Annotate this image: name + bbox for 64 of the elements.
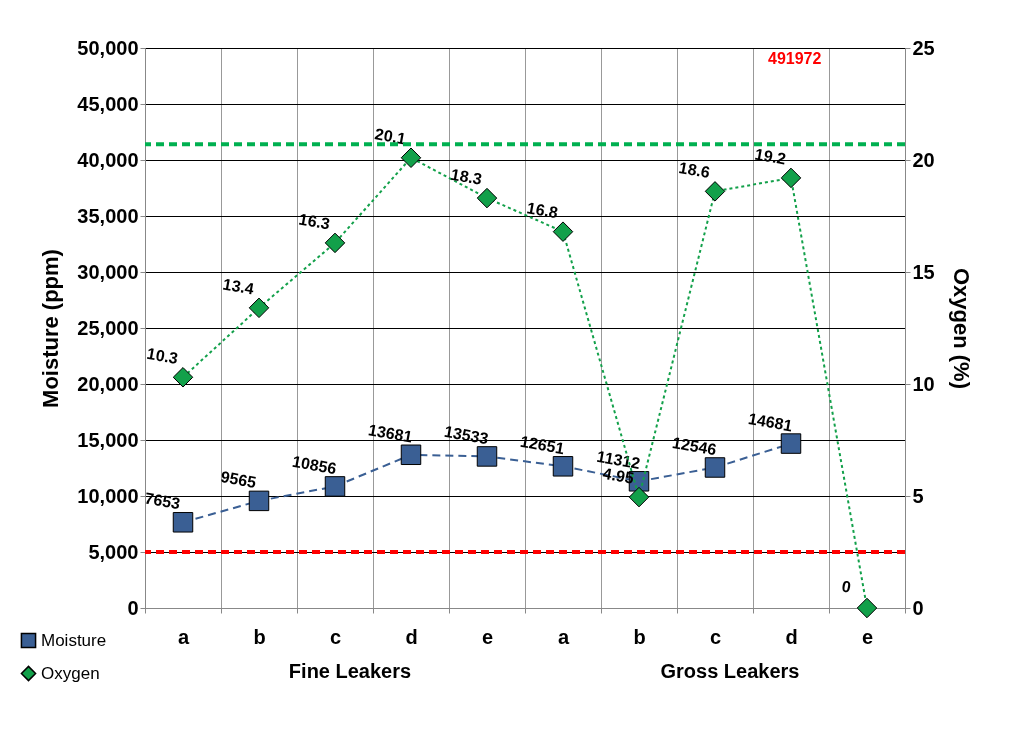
text: Fine Leakers bbox=[288, 660, 412, 683]
point bbox=[248, 490, 270, 512]
data-label: 12546 bbox=[671, 433, 718, 459]
x-tick-label: b bbox=[633, 625, 646, 648]
x-tick-label: c bbox=[329, 625, 342, 648]
y-tick-label: 45,000 bbox=[77, 92, 139, 115]
y-axis-title: Moisture (ppm) bbox=[38, 249, 64, 408]
point bbox=[172, 367, 194, 388]
x-tick-label: a bbox=[557, 625, 570, 648]
point bbox=[324, 476, 346, 497]
point bbox=[400, 147, 422, 169]
y2-tick-label: 20 bbox=[912, 148, 935, 171]
x-tick-label: e bbox=[481, 625, 494, 648]
data-label: 18.6 bbox=[677, 158, 712, 182]
y-tick-label: 25,000 bbox=[77, 316, 139, 339]
point bbox=[704, 457, 726, 478]
point bbox=[324, 232, 346, 254]
point bbox=[780, 167, 802, 189]
y2-tick-label: 0 bbox=[912, 596, 924, 619]
y2-tick-label: 10 bbox=[912, 372, 935, 395]
x-tick-label: c bbox=[709, 625, 722, 648]
y-tick-label: 50,000 bbox=[77, 36, 139, 59]
x-tick-label: b bbox=[253, 625, 266, 648]
point bbox=[400, 444, 422, 466]
y-tick-label: 0 bbox=[127, 596, 139, 619]
point bbox=[780, 433, 802, 454]
x-tick-label: d bbox=[785, 625, 798, 648]
data-label: 18.3 bbox=[449, 165, 484, 188]
point bbox=[552, 456, 574, 477]
point bbox=[172, 512, 194, 533]
y-tick-label: 35,000 bbox=[77, 204, 139, 227]
data-label: 20.1 bbox=[373, 125, 408, 148]
y-tick-label: 30,000 bbox=[77, 260, 139, 283]
point bbox=[248, 297, 270, 319]
legend-label: Moisture bbox=[41, 630, 107, 650]
y2-tick-label: 25 bbox=[912, 36, 935, 59]
y-tick-label: 5,000 bbox=[88, 540, 139, 563]
point bbox=[704, 181, 726, 202]
point bbox=[856, 597, 878, 619]
data-label: 0 bbox=[840, 577, 853, 596]
x-tick-label: a bbox=[177, 625, 190, 648]
y-tick-label: 20,000 bbox=[77, 372, 139, 395]
data-label: 13681 bbox=[367, 421, 414, 446]
legend-label: Oxygen bbox=[41, 663, 100, 683]
data-label: 9565 bbox=[219, 468, 258, 491]
data-label: 13.4 bbox=[221, 275, 256, 298]
y-tick-label: 15,000 bbox=[77, 428, 139, 451]
y2-tick-label: 15 bbox=[912, 260, 935, 283]
x-tick-label: d bbox=[405, 625, 418, 648]
point bbox=[476, 446, 498, 467]
point bbox=[552, 221, 574, 242]
text: Gross Leakers bbox=[660, 660, 800, 683]
y-tick-label: 10,000 bbox=[77, 484, 139, 507]
y2-axis-title: Oxygen (%) bbox=[948, 267, 974, 390]
point bbox=[628, 486, 650, 508]
y2-tick-label: 5 bbox=[912, 484, 924, 507]
annotation: 491972 bbox=[768, 50, 822, 68]
data-label: 10856 bbox=[291, 452, 338, 478]
data-label: 10.3 bbox=[145, 344, 180, 367]
y-tick-label: 40,000 bbox=[77, 148, 139, 171]
point bbox=[476, 187, 498, 209]
data-label: 14681 bbox=[747, 409, 794, 435]
x-tick-label: e bbox=[861, 625, 874, 648]
data-label: 16.8 bbox=[525, 199, 560, 222]
